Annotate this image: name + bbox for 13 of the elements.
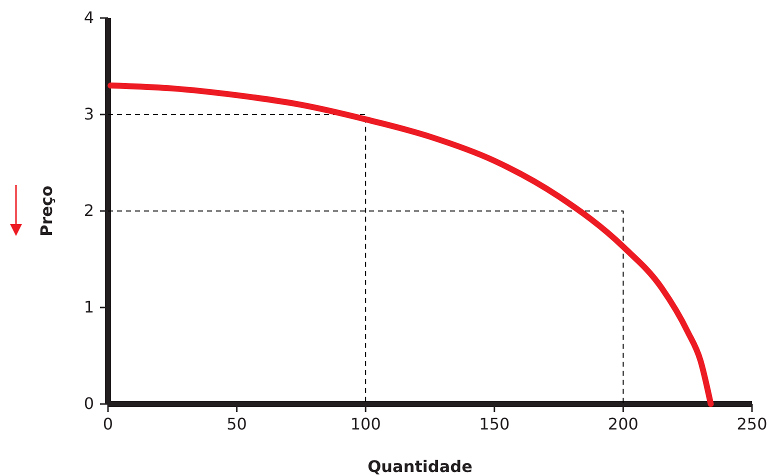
x-tick-label: 0 <box>102 414 114 434</box>
x-tick-label: 50 <box>226 414 247 434</box>
y-tick-label: 2 <box>84 201 94 220</box>
x-tick-label: 200 <box>608 414 638 434</box>
y-tick-label: 1 <box>84 298 94 317</box>
x-tick-label: 100 <box>350 414 381 434</box>
x-axis-title: Quantidade <box>368 457 473 476</box>
x-tick-label: 250 <box>736 414 768 434</box>
y-tick-label: 0 <box>84 394 94 414</box>
y-axis-title: Preço <box>37 186 56 236</box>
y-tick-label: 3 <box>84 104 94 124</box>
y-tick-label: 4 <box>84 8 94 28</box>
x-tick-label: 150 <box>479 414 510 434</box>
